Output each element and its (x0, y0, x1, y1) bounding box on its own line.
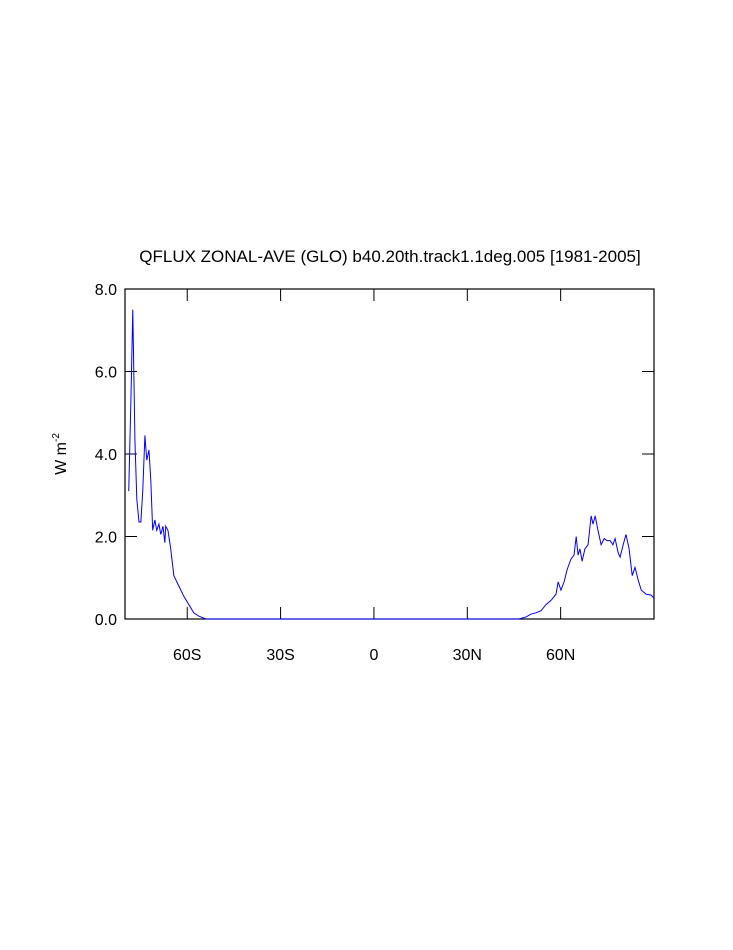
y-tick-label: 2.0 (95, 530, 117, 547)
y-tick-label: 0.0 (95, 612, 117, 629)
data-line (128, 309, 655, 620)
y-tick-label: 8.0 (95, 282, 117, 299)
x-tick-label: 60N (546, 647, 575, 664)
chart-title: QFLUX ZONAL-AVE (GLO) b40.20th.track1.1d… (139, 247, 640, 266)
y-axis-label: W m-2 (51, 433, 70, 475)
x-tick-label: 30S (266, 647, 294, 664)
y-axis-label-main: W m (53, 442, 70, 475)
y-axis-label-superscript: -2 (51, 433, 62, 442)
x-tick-label: 0 (369, 647, 378, 664)
y-tick-label: 4.0 (95, 447, 117, 464)
y-tick-label: 6.0 (95, 365, 117, 382)
x-tick-label: 30N (453, 647, 482, 664)
x-tick-label: 60S (173, 647, 201, 664)
